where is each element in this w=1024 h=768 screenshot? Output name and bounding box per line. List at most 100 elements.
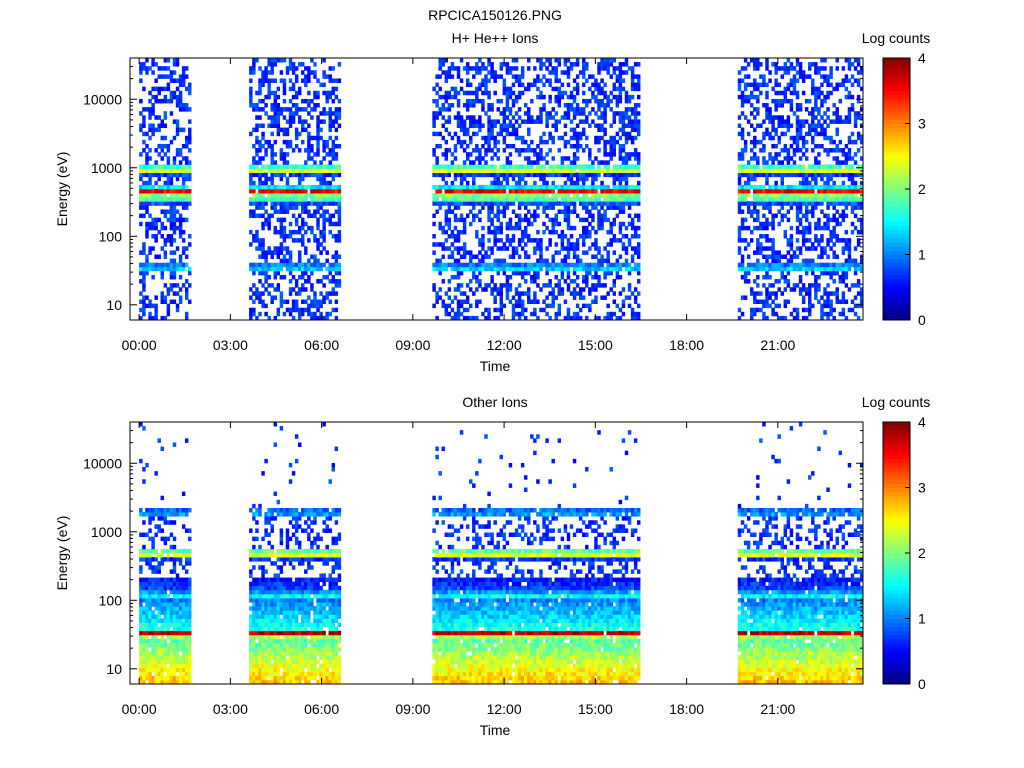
- heatmap-cell: [496, 270, 500, 276]
- heatmap-cell: [820, 172, 824, 178]
- heatmap-cell: [490, 66, 494, 71]
- heatmap-cell: [771, 217, 775, 223]
- heatmap-cell: [160, 201, 164, 206]
- heatmap-cell: [554, 78, 558, 83]
- heatmap-cell: [255, 90, 259, 96]
- heatmap-cell: [432, 164, 436, 169]
- heatmap-cell: [548, 62, 552, 67]
- heatmap-cell: [823, 184, 827, 190]
- heatmap-cell: [624, 189, 629, 194]
- heatmap-cell: [630, 152, 635, 157]
- heatmap-cell: [841, 307, 846, 313]
- heatmap-cell: [481, 164, 485, 169]
- heatmap-cell: [444, 168, 449, 174]
- heatmap-cell: [823, 94, 827, 100]
- heatmap-cell: [163, 299, 168, 305]
- heatmap-cell: [273, 98, 277, 104]
- heatmap-cell: [255, 139, 259, 145]
- heatmap-cell: [798, 205, 803, 210]
- heatmap-cell: [765, 127, 769, 133]
- heatmap-cell: [633, 164, 638, 169]
- heatmap-cell: [258, 184, 262, 190]
- heatmap-cell: [459, 197, 464, 202]
- heatmap-cell: [777, 172, 781, 178]
- heatmap-cell: [585, 98, 589, 104]
- heatmap-cell: [508, 143, 513, 149]
- heatmap-cell: [554, 262, 558, 268]
- heatmap-cell: [615, 270, 620, 276]
- heatmap-cell: [523, 119, 528, 124]
- heatmap-cell: [817, 217, 821, 223]
- heatmap-cell: [502, 82, 507, 88]
- heatmap-cell: [456, 111, 461, 116]
- heatmap-cell: [737, 189, 742, 194]
- heatmap-cell: [276, 103, 281, 108]
- heatmap-cell: [304, 197, 308, 202]
- heatmap-cell: [847, 307, 852, 313]
- heatmap-cell: [762, 254, 766, 259]
- heatmap-cell: [435, 168, 439, 174]
- heatmap-cell: [844, 238, 849, 243]
- heatmap-cell: [814, 168, 818, 174]
- heatmap-cell: [743, 139, 748, 145]
- heatmap-cell: [441, 299, 445, 305]
- heatmap-cell: [817, 111, 821, 116]
- heatmap-cell: [514, 98, 519, 104]
- heatmap-cell: [267, 143, 271, 149]
- heatmap-cell: [533, 152, 537, 157]
- heatmap-cell: [505, 274, 510, 280]
- heatmap-cell: [139, 291, 143, 296]
- heatmap-cell: [756, 184, 760, 190]
- heatmap-cell: [331, 307, 336, 313]
- heatmap-cell: [487, 164, 491, 169]
- heatmap-cell: [432, 221, 436, 227]
- heatmap-cell: [166, 58, 171, 63]
- heatmap-cell: [459, 299, 464, 305]
- heatmap-cell: [169, 180, 174, 186]
- heatmap-cell: [783, 299, 788, 305]
- heatmap-cell: [444, 217, 449, 223]
- heatmap-cell: [487, 107, 491, 112]
- heatmap-cell: [465, 315, 470, 321]
- heatmap-cell: [496, 74, 500, 79]
- heatmap-cell: [578, 234, 583, 239]
- heatmap-cell: [517, 262, 522, 268]
- heatmap-cell: [481, 143, 485, 149]
- heatmap-cell: [267, 262, 271, 268]
- heatmap-cell: [154, 266, 158, 272]
- heatmap-cell: [249, 131, 253, 137]
- heatmap-cell: [334, 189, 339, 194]
- heatmap-cell: [627, 242, 632, 247]
- heatmap-cell: [285, 250, 290, 255]
- heatmap-cell: [618, 82, 623, 88]
- heatmap-cell: [142, 287, 146, 292]
- heatmap-cell: [591, 193, 595, 198]
- heatmap-cell: [184, 139, 189, 145]
- heatmap-cell: [450, 189, 455, 194]
- heatmap-cell: [520, 189, 525, 194]
- heatmap-cell: [826, 197, 830, 202]
- heatmap-cell: [753, 172, 757, 178]
- heatmap-cell: [282, 189, 287, 194]
- heatmap-cell: [453, 94, 458, 100]
- heatmap-cell: [465, 299, 470, 305]
- heatmap-cell: [795, 94, 800, 100]
- heatmap-cell: [551, 217, 555, 223]
- heatmap-cell: [829, 172, 833, 178]
- heatmap-cell: [261, 250, 265, 255]
- heatmap-cell: [462, 197, 467, 202]
- heatmap-cell: [771, 291, 775, 296]
- heatmap-cell: [472, 176, 476, 182]
- heatmap-cell: [267, 78, 271, 83]
- heatmap-cell: [322, 184, 326, 190]
- heatmap-cell: [172, 250, 177, 255]
- heatmap-cell: [548, 217, 552, 223]
- heatmap-cell: [258, 143, 262, 149]
- heatmap-cell: [511, 266, 516, 272]
- heatmap-cell: [178, 168, 183, 174]
- heatmap-cell: [826, 94, 830, 100]
- heatmap-cell: [533, 201, 537, 206]
- heatmap-cell: [536, 115, 540, 120]
- heatmap-cell: [154, 127, 158, 133]
- heatmap-cell: [291, 111, 296, 116]
